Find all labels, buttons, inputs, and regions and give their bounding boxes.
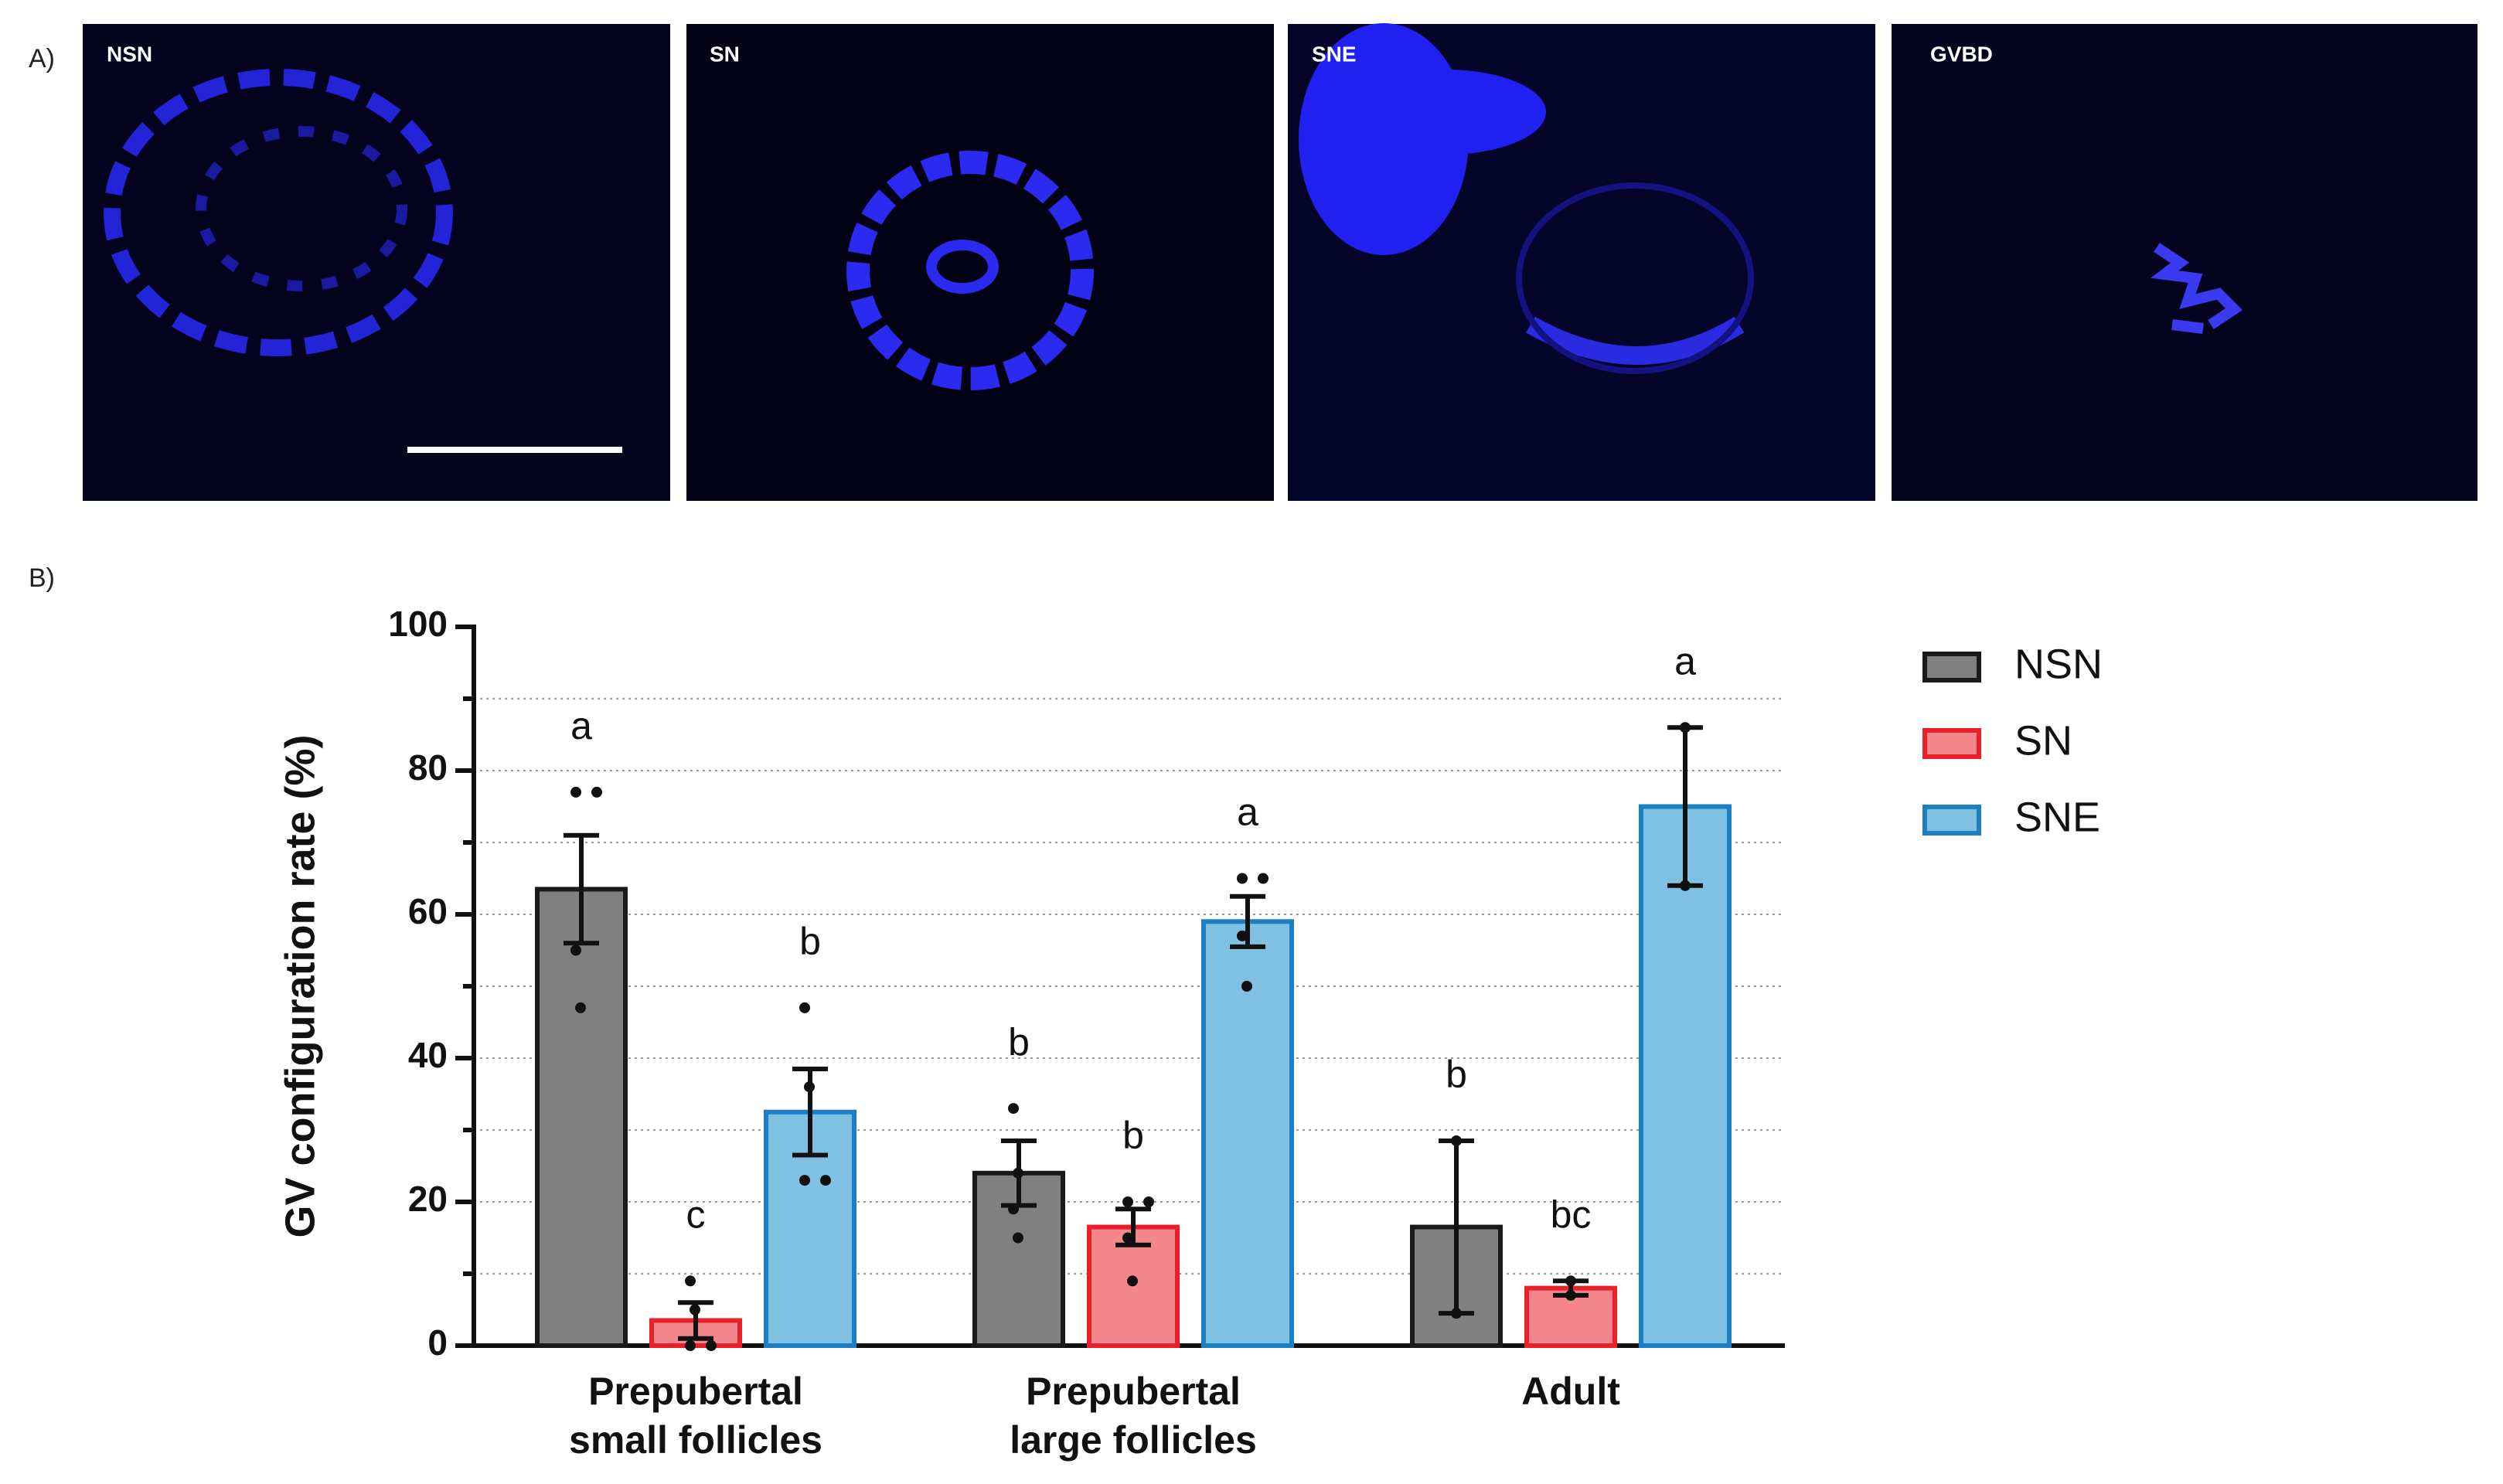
y-tick-label: 40 [408,1035,448,1075]
y-tick-label: 100 [388,604,448,644]
y-tick-label: 20 [408,1179,448,1219]
x-tick-label: Prepubertal [1026,1370,1241,1413]
significance-letter: a [1674,639,1696,682]
y-axis-label: GV configuration rate (%) [277,734,323,1237]
data-point [1565,1275,1576,1287]
x-tick-label: Adult [1521,1370,1620,1413]
significance-letter: b [1008,1020,1030,1064]
bar [1201,919,1294,1349]
nucleus [1516,182,1754,374]
significance-letter: b [1446,1053,1467,1096]
significance-letter: c [686,1193,706,1237]
data-point [575,1002,586,1013]
bar [1639,804,1732,1348]
micrographs: NSN SN SNE GVBD [83,23,2477,501]
significance-letter: b [1122,1114,1144,1157]
data-point [1013,1167,1023,1179]
nucleus [846,151,1094,390]
image-label: GVBD [1930,42,1993,66]
data-point [1143,1196,1154,1207]
data-point [1680,722,1691,733]
data-point [570,945,581,956]
image-label: SNE [1312,42,1357,66]
data-point [591,786,602,798]
legend-label: NSN [2014,641,2103,687]
significance-letter: bc [1551,1193,1592,1237]
y-tick-label: 0 [427,1322,448,1363]
cell-cluster [1345,70,1546,155]
data-point [1122,1196,1133,1207]
data-point [1565,1289,1576,1301]
chromosomes [2150,243,2242,334]
data-point [1451,1308,1462,1319]
significance-letter: b [799,920,821,963]
data-point [1008,1103,1019,1115]
bar [535,887,628,1348]
image-label: SN [710,42,740,66]
data-point [1451,1135,1462,1146]
data-point [1127,1275,1138,1287]
data-point [685,1340,696,1351]
y-tick-label: 80 [408,747,448,788]
data-point [1008,1203,1019,1215]
data-point [1237,873,1248,884]
x-tick-label: Prepubertal [588,1370,803,1413]
data-point [1258,873,1269,884]
x-tick-label: large follicles [1010,1418,1257,1462]
data-point [799,1002,810,1013]
data-point [1013,1232,1023,1244]
bar [1087,1224,1180,1349]
legend-label: SN [2014,717,2072,764]
data-point [570,786,581,798]
significance-letter: a [570,704,592,747]
data-point [685,1275,696,1287]
y-tick-label: 60 [408,891,448,931]
data-point [1237,930,1248,941]
legend-swatch [1922,728,1981,759]
micrograph [686,24,1274,501]
data-point [1122,1232,1133,1244]
nucleus [104,69,453,356]
x-tick-label: small follicles [569,1418,822,1462]
image-label: NSN [107,42,152,66]
data-point [1680,880,1691,891]
panel-label: A) [29,44,55,73]
legend-swatch [1922,652,1981,682]
nucleus [196,126,407,291]
nucleus [1526,316,1745,365]
data-point [804,1081,815,1093]
data-point [1241,981,1252,992]
data-point [706,1340,717,1351]
nucleus [926,240,999,294]
data-point [799,1175,810,1186]
legend-label: SNE [2014,794,2100,840]
panel-label: B) [29,563,55,593]
data-point [820,1175,831,1186]
significance-letter: a [1237,791,1258,834]
data-point [690,1304,700,1316]
legend-swatch [1922,805,1981,836]
